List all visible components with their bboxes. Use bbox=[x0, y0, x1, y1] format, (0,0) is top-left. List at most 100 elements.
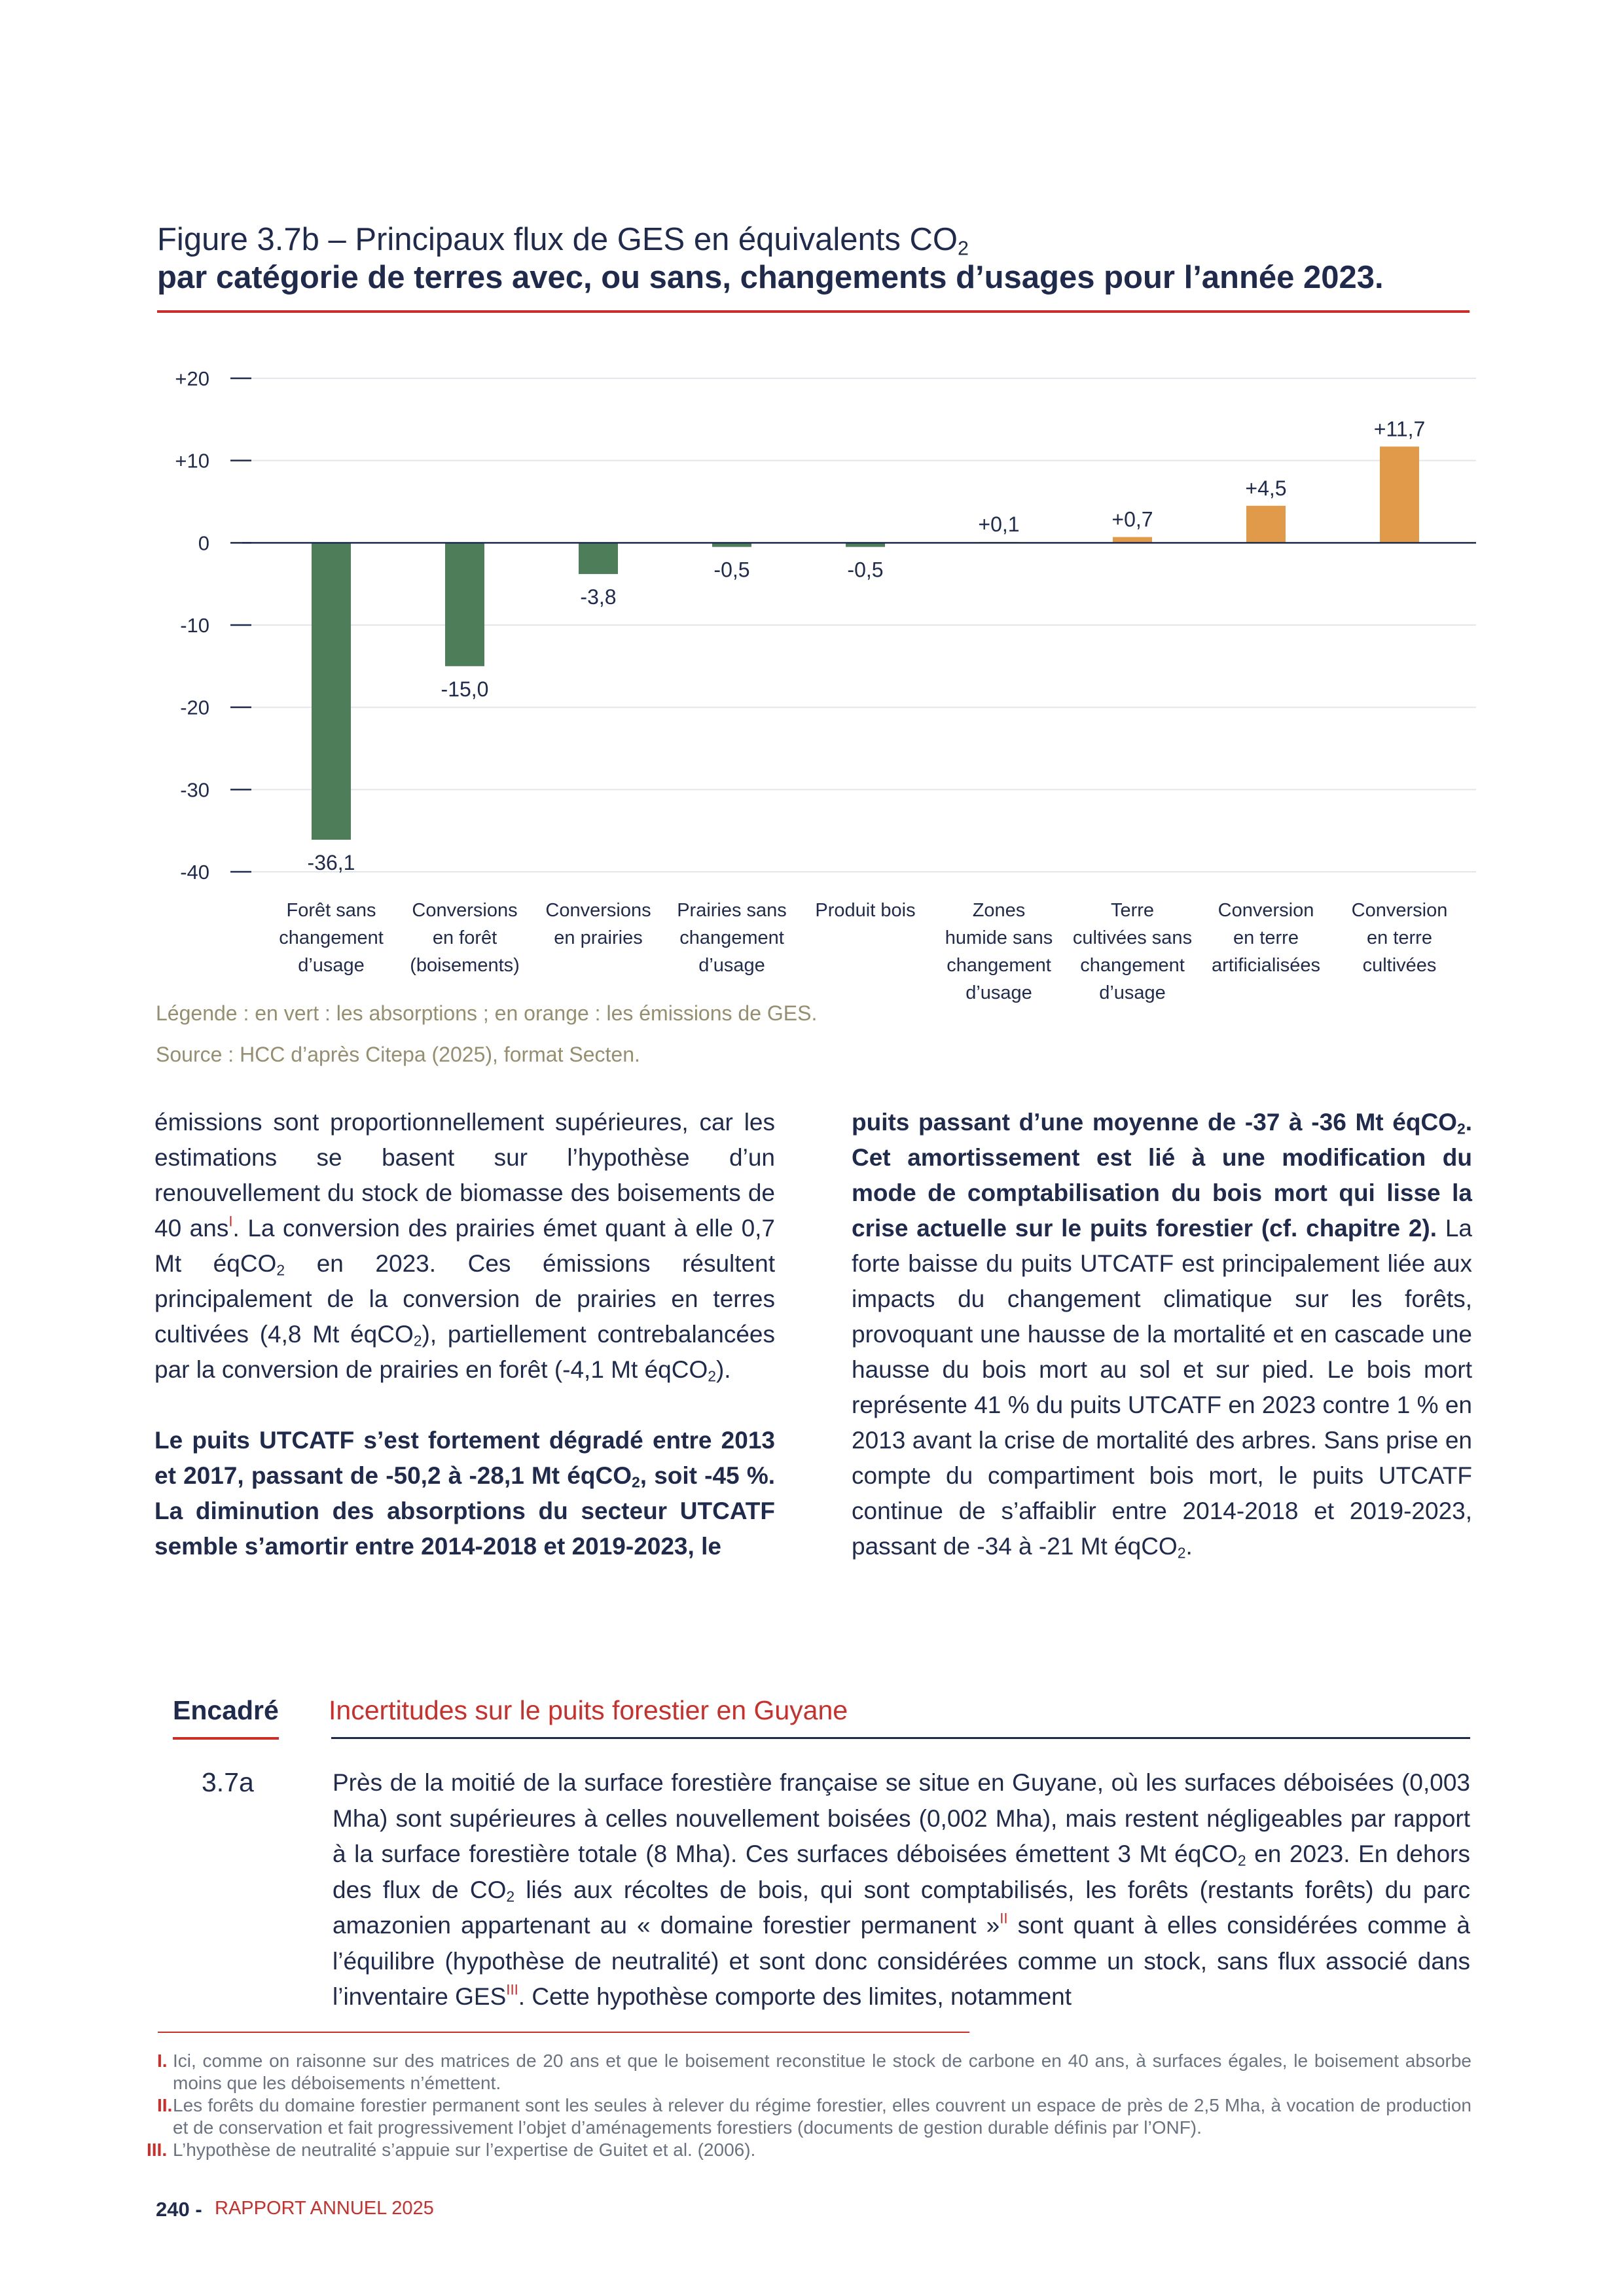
bar-absorption bbox=[445, 543, 484, 666]
bar-absorption bbox=[846, 543, 885, 547]
category-label: Terre bbox=[1111, 900, 1154, 921]
bar-chart-svg: +20 +10 0 -10 -20 -30 -40 -36,1 -15,0 -3,8 -0,5 -0,… bbox=[175, 367, 1476, 1003]
category-label: Prairies sans bbox=[677, 900, 787, 921]
category-label: cultivées sans bbox=[1073, 927, 1192, 948]
bar-absorption bbox=[712, 543, 751, 547]
text-run: , soit -45 %. La diminution des absorpti… bbox=[154, 1462, 775, 1560]
paragraph-bold: Le puits UTCATF s’est fortement dégradé … bbox=[154, 1423, 775, 1564]
text-run: sont quant à elles considérées comme à l… bbox=[333, 1912, 1470, 2010]
category-label: en forêt bbox=[433, 927, 497, 948]
category-label: changement bbox=[679, 927, 784, 948]
footnote: I. Ici, comme on raisonne sur des matrice… bbox=[157, 2050, 1471, 2094]
category-label: (boisements) bbox=[410, 955, 520, 976]
footnote-ref: I bbox=[228, 1213, 233, 1230]
bar-absorption bbox=[312, 543, 351, 840]
category-label: en prairies bbox=[554, 927, 642, 948]
category-label: humide sans bbox=[945, 927, 1053, 948]
category-label: changement bbox=[1080, 955, 1185, 976]
category-label: Produit bois bbox=[815, 900, 915, 921]
bar-value-label: -15,0 bbox=[441, 677, 489, 701]
text-run: . Cette hypothèse comporte des limites, … bbox=[518, 1983, 1072, 2010]
subscript: 2 bbox=[631, 1473, 640, 1491]
figure-subtitle: par catégorie de terres avec, ou sans, c… bbox=[157, 260, 1384, 295]
box-tag: Encadré bbox=[173, 1695, 279, 1725]
footnote: II. Les forêts du domaine forestier perma… bbox=[157, 2094, 1471, 2139]
category-label: Conversion bbox=[1352, 900, 1448, 921]
text-run: liés aux récoltes de bois, qui sont comp… bbox=[333, 1876, 1470, 1939]
bar-emission bbox=[1246, 505, 1286, 543]
page-number: 240 - bbox=[156, 2198, 202, 2221]
subscript: 2 bbox=[1237, 1852, 1246, 1869]
bar-value-label: -0,5 bbox=[847, 558, 883, 582]
subscript: 2 bbox=[1177, 1544, 1186, 1562]
category-label: cultivées bbox=[1363, 955, 1437, 976]
category-label: Forêt sans bbox=[287, 900, 376, 921]
text-run: émissions sont proportionnellement supér… bbox=[154, 1109, 775, 1242]
y-tick-label: -30 bbox=[180, 778, 209, 801]
text-run: La forte baisse du puits UTCATF est prin… bbox=[852, 1215, 1472, 1560]
report-name: RAPPORT ANNUEL 2025 bbox=[215, 2198, 434, 2219]
category-label: changement bbox=[279, 927, 384, 948]
figure-title-rule bbox=[157, 310, 1470, 313]
text-run: puits passant d’une moyenne de -37 à -36… bbox=[852, 1109, 1457, 1136]
subscript: 2 bbox=[1456, 1120, 1466, 1138]
category-label: Conversion bbox=[1218, 900, 1314, 921]
text-run: . La conversion des prairies émet quant … bbox=[154, 1215, 776, 1277]
bar-value-label: +11,7 bbox=[1374, 417, 1426, 440]
footnote-text: Les forêts du domaine forestier permanen… bbox=[173, 2095, 1471, 2138]
bar-value-label: -3,8 bbox=[580, 585, 616, 609]
box-title-rule bbox=[331, 1737, 1470, 1739]
footnote-mark: II. bbox=[157, 2095, 173, 2115]
category-label: d’usage bbox=[298, 955, 365, 976]
category-label: en terre bbox=[1367, 927, 1432, 948]
subscript: 2 bbox=[413, 1332, 422, 1350]
y-tick-label: -40 bbox=[180, 861, 209, 884]
footnote-ref: II bbox=[1000, 1910, 1008, 1927]
footnote-mark: I. bbox=[157, 2051, 168, 2071]
text-run: . Cet amortissement est lié à une modifi… bbox=[852, 1109, 1472, 1242]
footnote-text: Ici, comme on raisonne sur des matrices … bbox=[173, 2051, 1471, 2093]
y-tick-label: -10 bbox=[180, 614, 209, 637]
right-column: puits passant d’une moyenne de -37 à -36… bbox=[852, 1105, 1472, 1564]
category-label: d’usage bbox=[1099, 982, 1166, 1003]
footnote-mark: III. bbox=[147, 2140, 168, 2160]
bar-value-label: +0,1 bbox=[978, 512, 1019, 536]
subscript: 2 bbox=[708, 1367, 716, 1385]
bar-absorption bbox=[579, 543, 618, 575]
category-label: d’usage bbox=[965, 982, 1032, 1003]
bar-value-label: +4,5 bbox=[1245, 476, 1286, 500]
box-body: Près de la moitié de la surface forestiè… bbox=[333, 1765, 1470, 2015]
figure-title: Figure 3.7b – Principaux flux de GES en … bbox=[157, 222, 969, 260]
box-title: Incertitudes sur le puits forestier en G… bbox=[329, 1695, 848, 1725]
footnote-ref: III bbox=[506, 1981, 518, 1998]
text-run: Près de la moitié de la surface forestiè… bbox=[333, 1769, 1470, 1867]
category-label: d’usage bbox=[698, 955, 765, 976]
box-tag-rule bbox=[173, 1737, 279, 1740]
paragraph: puits passant d’une moyenne de -37 à -36… bbox=[852, 1105, 1472, 1564]
y-tick-label: -20 bbox=[180, 696, 209, 719]
box-number: 3.7a bbox=[202, 1767, 254, 1797]
y-tick-label: +10 bbox=[175, 450, 209, 473]
subscript: 2 bbox=[276, 1261, 285, 1279]
footnote-text: L’hypothèse de neutralité s’appuie sur l… bbox=[173, 2140, 756, 2160]
bar-emission bbox=[1113, 537, 1152, 543]
bar-emission bbox=[1380, 446, 1419, 543]
category-label: Conversions bbox=[412, 900, 517, 921]
category-label: changement bbox=[947, 955, 1051, 976]
category-label: en terre bbox=[1233, 927, 1299, 948]
category-label: artificialisées bbox=[1212, 955, 1320, 976]
y-tick-label: +20 bbox=[175, 367, 209, 390]
text-run: en 2023. En dehors des flux de CO bbox=[333, 1840, 1470, 1903]
text-run: ). bbox=[715, 1356, 731, 1383]
footnotes: I. Ici, comme on raisonne sur des matrice… bbox=[147, 2050, 1471, 2161]
category-label: Zones bbox=[973, 900, 1026, 921]
bar-value-label: +0,7 bbox=[1111, 508, 1153, 531]
text-run: . bbox=[1185, 1533, 1193, 1560]
category-label: Conversions bbox=[545, 900, 651, 921]
chart-legend-text: Légende : en vert : les absorptions ; en… bbox=[156, 1001, 818, 1025]
subscript: 2 bbox=[506, 1888, 515, 1905]
left-column: émissions sont proportionnellement supér… bbox=[154, 1105, 775, 1564]
footnote: III. L’hypothèse de neutralité s’appuie s… bbox=[147, 2139, 1471, 2161]
footnote-rule bbox=[158, 2032, 969, 2033]
text-run: ), partiellement contrebalancées par la … bbox=[154, 1321, 775, 1383]
